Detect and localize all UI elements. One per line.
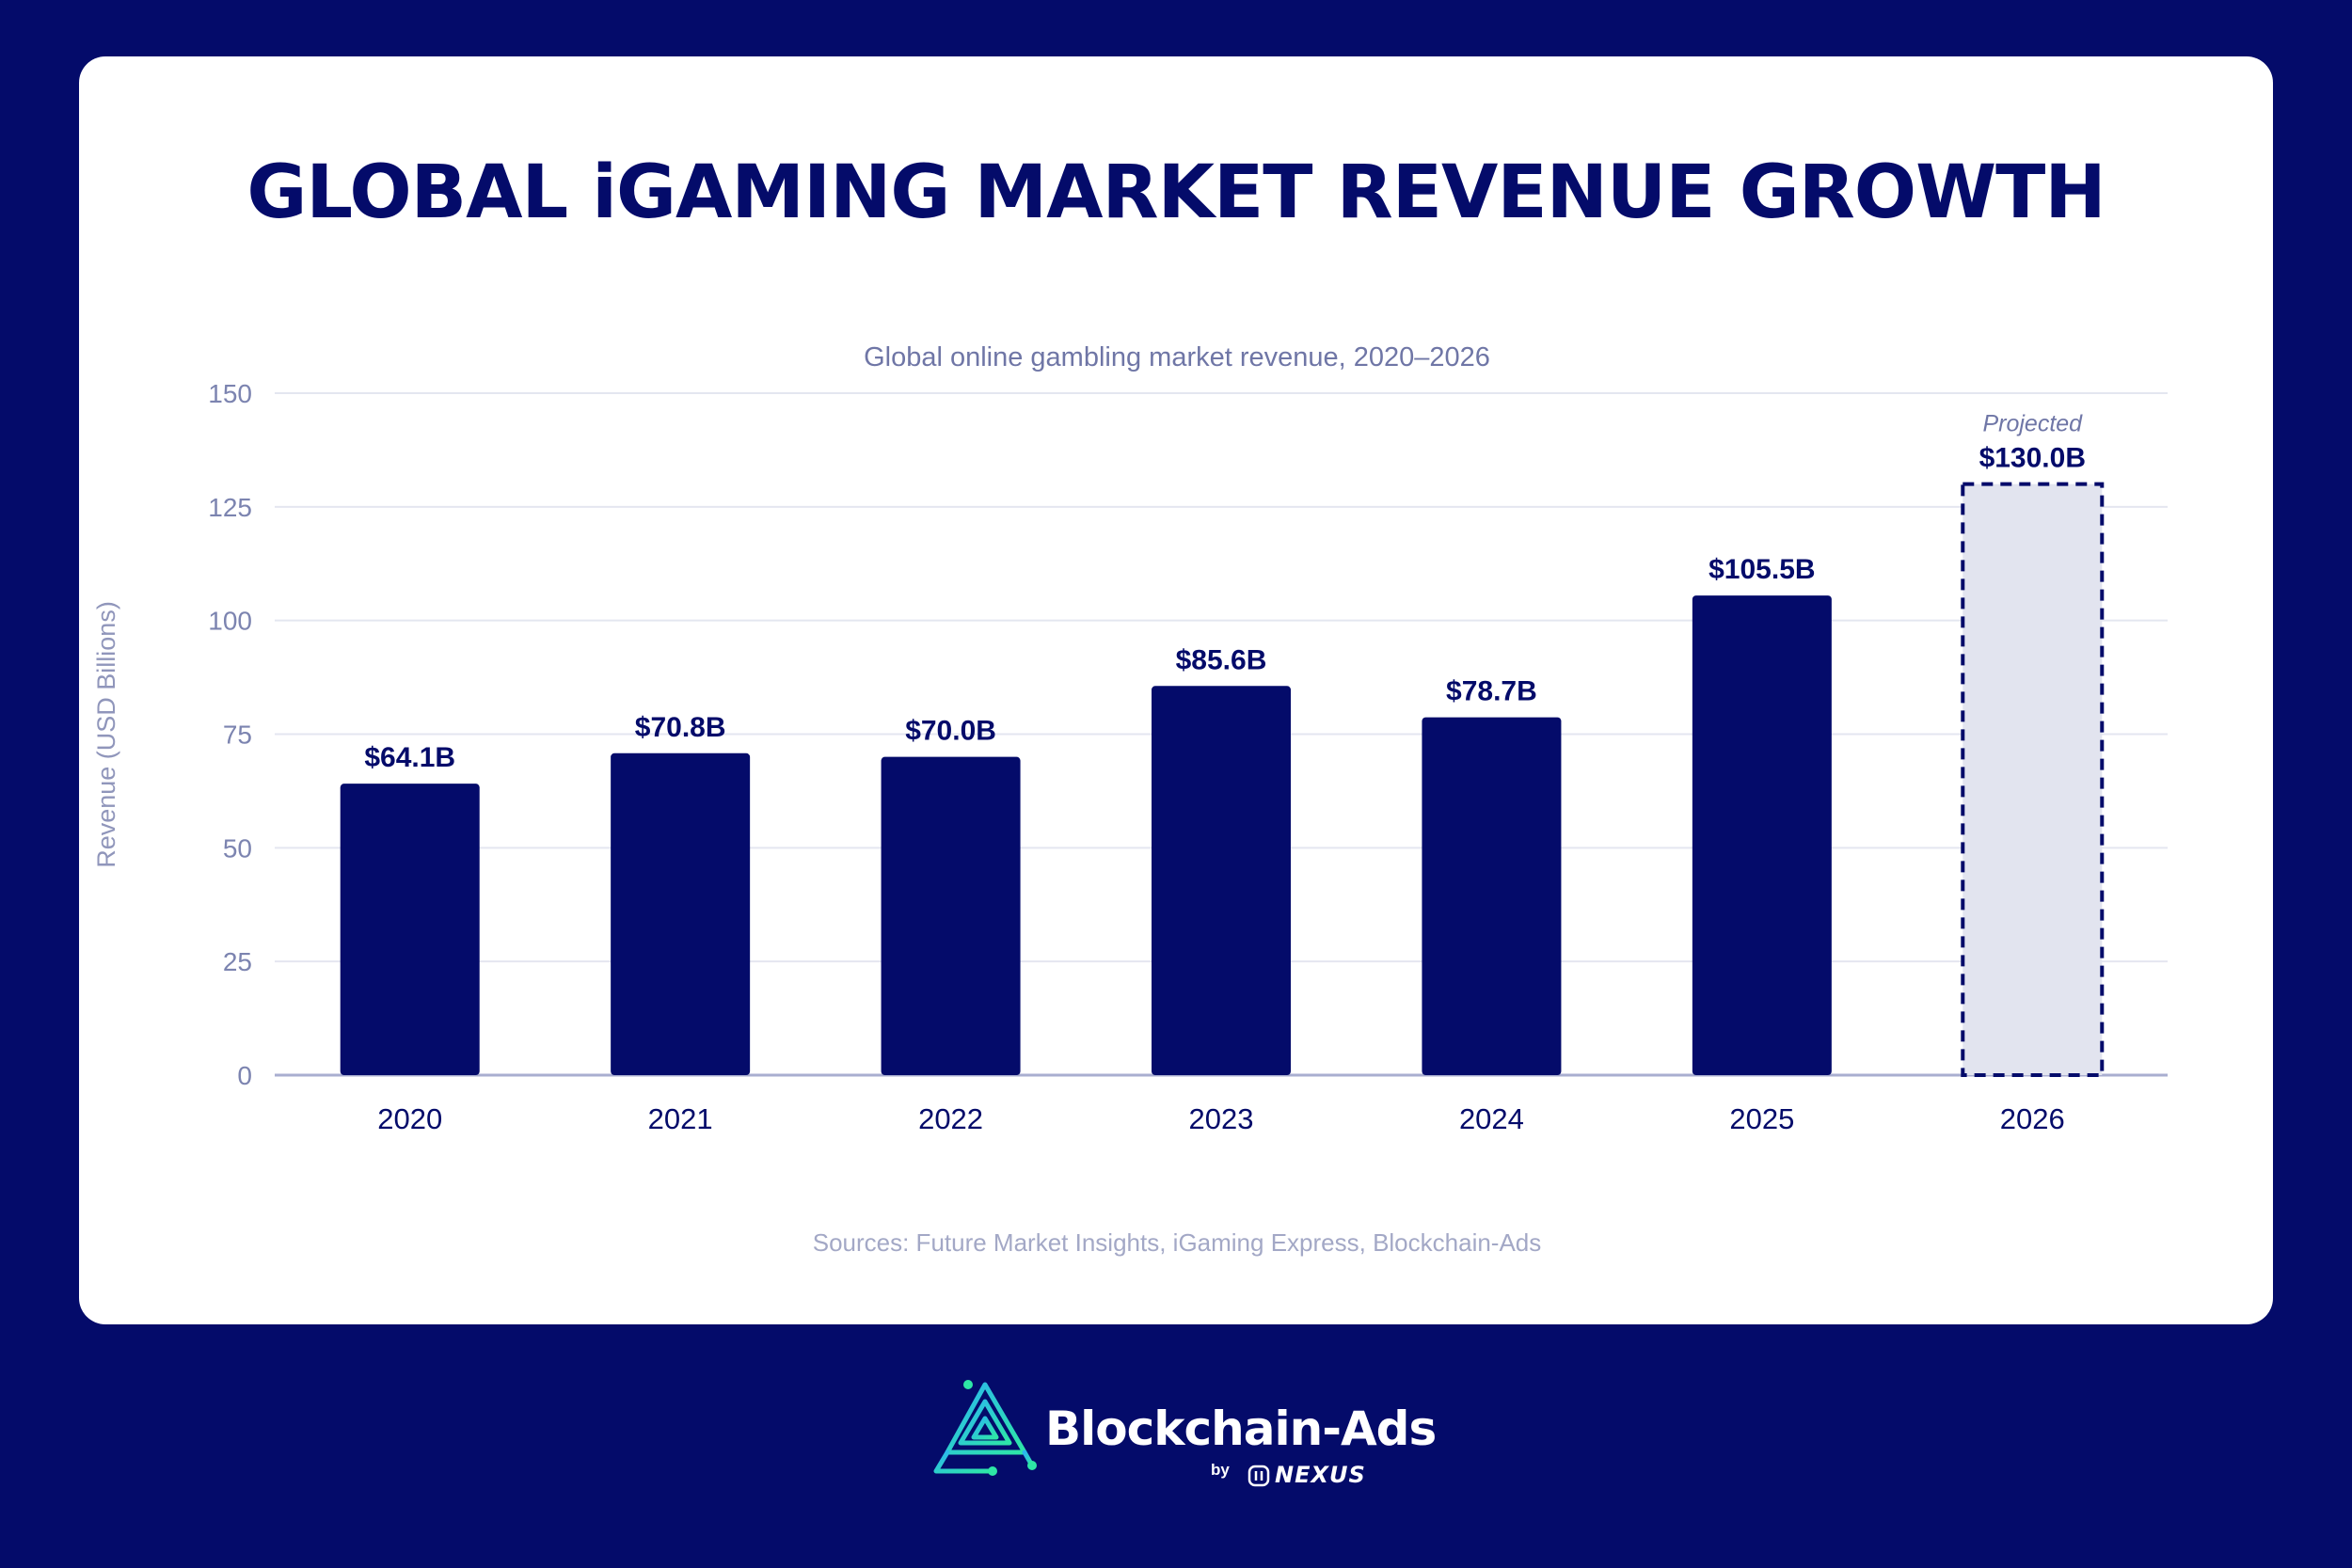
y-tick-label: 150 <box>208 379 252 408</box>
x-tick-label: 2026 <box>2000 1102 2065 1135</box>
bar-projected <box>1961 482 2105 1077</box>
brand-name: Blockchain-Ads <box>1045 1402 1437 1456</box>
chart-subtitle: Global online gambling market revenue, 2… <box>864 342 1490 372</box>
bar-value-label: $85.6B <box>1176 644 1267 675</box>
bar <box>340 784 480 1075</box>
nexus-logo-icon <box>1248 1465 1270 1487</box>
bar <box>611 752 751 1075</box>
bar-chart: 0 25 50 75 100 125 150 $64.1B 2020 $70.8B 2021 $70.… <box>92 342 2168 1257</box>
x-tick-label: 2022 <box>918 1102 983 1135</box>
y-tick-label: 0 <box>237 1061 252 1090</box>
bar-value-label: $70.0B <box>905 716 996 747</box>
y-tick-label: 75 <box>223 721 252 750</box>
bar-value-label: $105.5B <box>1708 554 1815 585</box>
y-tick-label: 50 <box>223 833 252 863</box>
labels: 0 25 50 75 100 125 150 $64.1B 2020 $70.8B 2021 $70.… <box>208 379 2086 1135</box>
y-tick-label: 25 <box>223 947 252 976</box>
x-tick-label: 2021 <box>648 1102 713 1135</box>
x-tick-label: 2024 <box>1459 1102 1524 1135</box>
x-tick-label: 2020 <box>377 1102 442 1135</box>
brand-by-text: by <box>1211 1461 1230 1479</box>
page-title: GLOBAL iGAMING MARKET REVENUE GROWTH <box>246 150 2106 235</box>
brand-footer: Blockchain-Ads by NEXUS <box>927 1373 1454 1496</box>
bar <box>1152 686 1291 1075</box>
x-tick-label: 2025 <box>1729 1102 1794 1135</box>
blockchain-ads-logo-icon <box>933 1380 1037 1476</box>
y-tick-label: 125 <box>208 493 252 522</box>
bar-value-label: $130.0B <box>1979 443 2086 474</box>
y-tick-label: 100 <box>208 607 252 636</box>
bar <box>1692 595 1832 1075</box>
bar-value-label: $78.7B <box>1446 676 1537 707</box>
bar-value-label: $70.8B <box>635 712 726 743</box>
bar <box>881 756 1021 1075</box>
bar <box>1422 717 1562 1075</box>
projected-label: Projected <box>1982 411 2083 437</box>
x-tick-label: 2023 <box>1189 1102 1254 1135</box>
partner-name: NEXUS <box>1275 1462 1366 1488</box>
source-note: Sources: Future Market Insights, iGaming… <box>813 1228 1542 1257</box>
bars <box>340 482 2105 1077</box>
y-axis-label: Revenue (USD Billions) <box>92 601 120 868</box>
bar-value-label: $64.1B <box>364 742 455 773</box>
